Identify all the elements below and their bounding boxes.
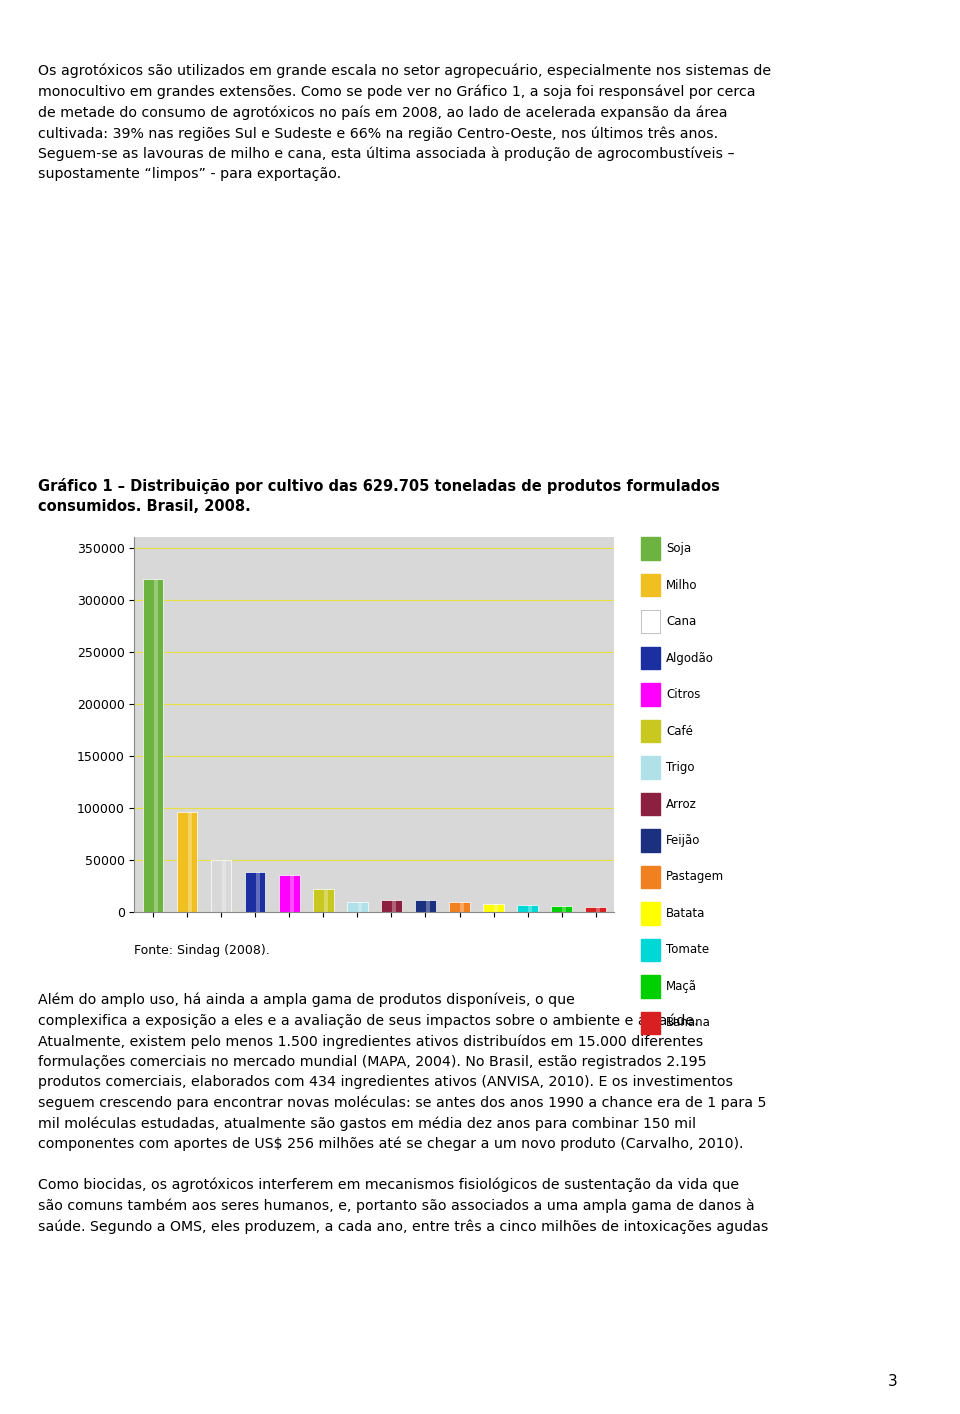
Bar (426, 899, 430, 912)
Bar (494, 904, 498, 912)
Bar (211, 860, 231, 912)
Bar (256, 872, 260, 912)
Bar (449, 902, 469, 912)
Bar (290, 874, 294, 912)
Text: Arroz: Arroz (666, 797, 697, 810)
Bar (154, 578, 157, 912)
Bar (358, 902, 362, 912)
Text: Tomate: Tomate (666, 943, 709, 956)
Text: Gráfico 1 – Distribuição por cultivo das 629.705 toneladas de produtos formulado: Gráfico 1 – Distribuição por cultivo das… (38, 478, 720, 513)
Bar (596, 906, 600, 912)
Bar (324, 889, 327, 912)
Bar (551, 906, 572, 912)
Bar (586, 906, 606, 912)
Text: Soja: Soja (666, 542, 691, 556)
Bar (483, 904, 504, 912)
Text: Além do amplo uso, há ainda a ampla gama de produtos disponíveis, o que
complexi: Além do amplo uso, há ainda a ampla gama… (38, 993, 769, 1234)
Bar (416, 899, 436, 912)
Text: Feijão: Feijão (666, 834, 701, 847)
Bar (222, 860, 226, 912)
Bar (188, 812, 192, 912)
Bar (517, 905, 538, 912)
Bar (245, 872, 266, 912)
Text: Batata: Batata (666, 906, 706, 921)
Bar (348, 902, 368, 912)
Text: Pastagem: Pastagem (666, 871, 725, 884)
Bar (563, 906, 566, 912)
Text: 3: 3 (888, 1373, 898, 1389)
Text: Trigo: Trigo (666, 761, 695, 773)
Bar (528, 905, 532, 912)
Text: Maçã: Maçã (666, 980, 697, 993)
Text: Citros: Citros (666, 689, 701, 701)
Text: Banana: Banana (666, 1017, 711, 1029)
Bar (313, 889, 333, 912)
Text: Fonte: Sindag (2008).: Fonte: Sindag (2008). (134, 945, 270, 957)
Bar (393, 899, 396, 912)
Bar (143, 578, 163, 912)
Text: Os agrotóxicos são utilizados em grande escala no setor agropecuário, especialme: Os agrotóxicos são utilizados em grande … (38, 64, 772, 181)
Bar (279, 874, 300, 912)
Bar (461, 902, 464, 912)
Text: Café: Café (666, 724, 693, 738)
Text: Algodão: Algodão (666, 652, 714, 665)
Text: Milho: Milho (666, 578, 698, 591)
Bar (381, 899, 401, 912)
Bar (177, 812, 198, 912)
Text: Cana: Cana (666, 615, 697, 628)
